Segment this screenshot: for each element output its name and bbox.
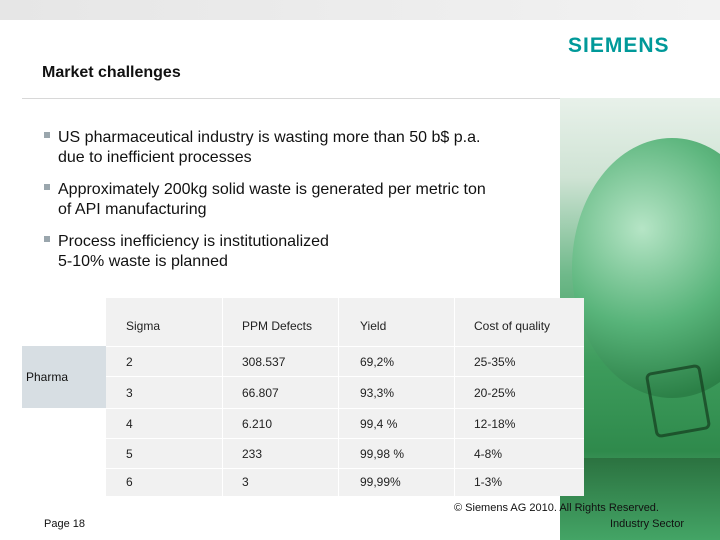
table-divider [222, 298, 223, 496]
table-cell: 3 [242, 475, 249, 489]
table-header-cost-of-quality: Cost of quality [474, 319, 551, 333]
table-cell: 99,98 % [360, 447, 405, 461]
green-bin-shape [572, 138, 720, 398]
table-row-divider [106, 346, 584, 347]
table-row-divider [106, 468, 584, 469]
bullet-text: due to inefficient processes [58, 149, 252, 166]
bullet-list: US pharmaceutical industry is wasting mo… [44, 128, 564, 284]
bullet-text: of API manufacturing [58, 201, 207, 218]
table-row-divider [106, 408, 584, 409]
table-cell: 93,3% [360, 386, 395, 400]
table-header-sigma: Sigma [126, 319, 161, 333]
sector-text: Industry Sector [610, 518, 684, 530]
table-cell: 69,2% [360, 355, 395, 369]
bullet-square-icon [44, 236, 50, 242]
bullet-text: 5-10% waste is planned [58, 253, 228, 270]
table-cell: 6.210 [242, 417, 273, 431]
bullet-item: US pharmaceutical industry is wasting mo… [44, 128, 564, 168]
bullet-text: US pharmaceutical industry is wasting mo… [58, 129, 481, 146]
copyright-text: © Siemens AG 2010. All Rights Reserved. [454, 502, 659, 514]
table-divider [454, 298, 455, 496]
pharma-row-label: Pharma [26, 370, 69, 384]
slide-header [22, 20, 720, 99]
table-cell: 1-3% [474, 475, 503, 489]
table-cell: 233 [242, 447, 263, 461]
table-grid [106, 298, 584, 496]
recycling-bin-photo [560, 98, 720, 540]
table-cell: 20-25% [474, 386, 516, 400]
page-number: Page 18 [44, 518, 85, 530]
table-row-divider [106, 376, 584, 377]
table-cell: 4-8% [474, 447, 503, 461]
table-cell: 66.807 [242, 386, 279, 400]
table-cell: 2 [126, 355, 133, 369]
table-divider [338, 298, 339, 496]
table-cell: 308.537 [242, 355, 286, 369]
table-cell: 99,4 % [360, 417, 398, 431]
pharma-row-label-box [22, 346, 106, 408]
siemens-logo: SIEMENS [568, 34, 670, 57]
slide-title: Market challenges [42, 64, 181, 81]
table-cell: 3 [126, 386, 133, 400]
table-row-divider [106, 438, 584, 439]
bullet-item: Process inefficiency is institutionalize… [44, 232, 564, 272]
bullet-text: Process inefficiency is institutionalize… [58, 233, 329, 250]
table-header-yield: Yield [360, 319, 387, 333]
table-cell: 12-18% [474, 417, 516, 431]
table-cell: 99,99% [360, 475, 401, 489]
bin-band [560, 458, 720, 540]
bullet-square-icon [44, 132, 50, 138]
table-cell: 4 [126, 417, 133, 431]
sigma-table: Pharma Sigma PPM Defects Yield Cost of q… [22, 298, 584, 496]
bullet-item: Approximately 200kg solid waste is gener… [44, 180, 564, 220]
bullet-text: Approximately 200kg solid waste is gener… [58, 181, 486, 198]
top-band [0, 0, 720, 20]
table-header-ppm-defects: PPM Defects [242, 319, 313, 333]
recycle-figure-icon [644, 363, 712, 439]
table-cell: 6 [126, 475, 133, 489]
table-cell: 5 [126, 447, 133, 461]
table-cell: 25-35% [474, 355, 516, 369]
bullet-square-icon [44, 184, 50, 190]
